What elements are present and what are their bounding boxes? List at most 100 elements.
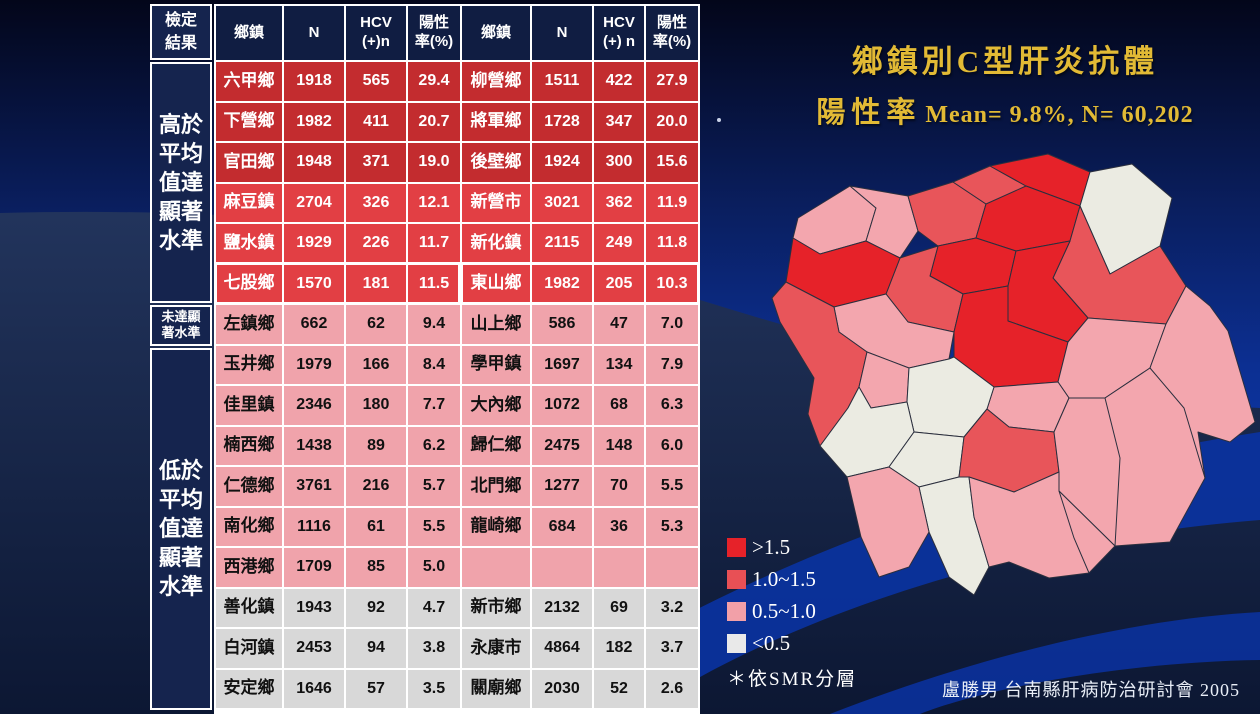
value-cell: 2.6: [646, 669, 698, 708]
value-cell: 3.2: [646, 588, 698, 627]
value-cell: 180: [346, 386, 406, 425]
value-cell: 181: [346, 264, 406, 303]
value-cell: 4864: [532, 629, 592, 668]
value-cell: 1646: [284, 669, 344, 708]
value-cell: 1438: [284, 426, 344, 465]
value-cell: 1948: [284, 143, 344, 182]
value-cell: 586: [532, 305, 592, 344]
value-cell: 1072: [532, 386, 592, 425]
map-region-east-hills: [1053, 285, 1256, 547]
value-cell: 1929: [284, 224, 344, 263]
map-internal-border: [1104, 397, 1121, 547]
legend-item: 1.0~1.5: [727, 566, 857, 591]
value-cell: 1982: [284, 102, 344, 141]
township-cell: [462, 548, 530, 587]
value-cell: 3.7: [646, 629, 698, 668]
map-internal-border: [1058, 490, 1090, 574]
value-cell: 15.6: [646, 143, 698, 182]
value-cell: 85: [346, 548, 406, 587]
value-cell: [532, 548, 592, 587]
township-cell: 白河鎮: [216, 629, 282, 668]
township-cell: 佳里鎮: [216, 386, 282, 425]
value-cell: 565: [346, 62, 406, 101]
township-cell: 學甲鎮: [462, 345, 530, 384]
value-cell: 7.0: [646, 305, 698, 344]
legend-swatch: [727, 601, 746, 621]
township-cell: 七股鄉: [216, 264, 282, 303]
title-line1: 鄉鎮別C型肝炎抗體: [851, 44, 1159, 79]
value-cell: 1709: [284, 548, 344, 587]
value-cell: 6.3: [646, 386, 698, 425]
value-cell: 3.5: [408, 669, 460, 708]
value-cell: 11.7: [408, 224, 460, 263]
table-corner-header: 檢定 結果: [150, 4, 212, 60]
value-cell: 89: [346, 426, 406, 465]
value-cell: 36: [594, 507, 644, 546]
township-cell: 新市鄉: [462, 588, 530, 627]
township-cell: 將軍鄉: [462, 102, 530, 141]
value-cell: [594, 548, 644, 587]
title-mean-n-stats: Mean= 9.8%, N= 60,202: [925, 102, 1194, 128]
township-cell: 新化鎮: [462, 224, 530, 263]
slide-title: 鄉鎮別C型肝炎抗體 陽性率 Mean= 9.8%, N= 60,202: [765, 36, 1245, 131]
value-cell: 1570: [284, 264, 344, 303]
value-cell: 19.0: [408, 143, 460, 182]
value-cell: 2346: [284, 386, 344, 425]
value-cell: 29.4: [408, 62, 460, 101]
township-cell: 新營市: [462, 183, 530, 222]
legend-label: 0.5~1.0: [752, 598, 816, 623]
value-cell: 166: [346, 345, 406, 384]
township-cell: 鹽水鎮: [216, 224, 282, 263]
legend-label: 1.0~1.5: [752, 566, 816, 591]
value-cell: 148: [594, 426, 644, 465]
township-cell: 左鎮鄉: [216, 305, 282, 344]
title-line2-zh: 陽性率: [816, 97, 922, 129]
township-cell: 山上鄉: [462, 305, 530, 344]
value-cell: 216: [346, 467, 406, 506]
township-cell: 南化鄉: [216, 507, 282, 546]
legend-swatch: [727, 569, 746, 589]
value-cell: 7.9: [646, 345, 698, 384]
value-cell: 68: [594, 386, 644, 425]
value-cell: 5.0: [408, 548, 460, 587]
column-header: 陽性 率(%): [646, 6, 698, 60]
value-cell: 2115: [532, 224, 592, 263]
value-cell: 11.5: [408, 264, 460, 303]
value-cell: 4.7: [408, 588, 460, 627]
township-cell: 安定鄉: [216, 669, 282, 708]
value-cell: 422: [594, 62, 644, 101]
legend-swatch: [727, 633, 746, 653]
township-cell: 歸仁鄉: [462, 426, 530, 465]
township-cell: 玉井鄉: [216, 345, 282, 384]
value-cell: 3021: [532, 183, 592, 222]
value-cell: 1979: [284, 345, 344, 384]
value-cell: 226: [346, 224, 406, 263]
smr-legend-items: >1.5 1.0~1.5 0.5~1.0 <0.5: [727, 535, 857, 655]
column-header: HCV (+)n: [346, 6, 406, 60]
smr-legend: >1.5 1.0~1.5 0.5~1.0 <0.5 ＊依SMR分層: [727, 535, 858, 691]
value-cell: 69: [594, 588, 644, 627]
township-cell: 六甲鄉: [216, 62, 282, 101]
column-header: 鄉鎮: [216, 6, 282, 60]
value-cell: 27.9: [646, 62, 698, 101]
value-cell: 362: [594, 183, 644, 222]
value-cell: 6.2: [408, 426, 460, 465]
township-cell: 麻豆鎮: [216, 183, 282, 222]
value-cell: 1918: [284, 62, 344, 101]
value-cell: 5.3: [646, 507, 698, 546]
group-label-not-significant: 未達顯著水準: [150, 305, 212, 346]
value-cell: 182: [594, 629, 644, 668]
value-cell: 11.9: [646, 183, 698, 222]
value-cell: 1116: [284, 507, 344, 546]
smr-legend-note: ＊依SMR分層: [727, 669, 858, 690]
value-cell: 684: [532, 507, 592, 546]
township-cell: 善化鎮: [216, 588, 282, 627]
township-cell: 後壁鄉: [462, 143, 530, 182]
column-header: N: [284, 6, 344, 60]
township-cell: 柳營鄉: [462, 62, 530, 101]
value-cell: 1728: [532, 102, 592, 141]
value-cell: 57: [346, 669, 406, 708]
value-cell: 70: [594, 467, 644, 506]
township-cell: 西港鄉: [216, 548, 282, 587]
map-region-qigu-south: [846, 466, 930, 578]
